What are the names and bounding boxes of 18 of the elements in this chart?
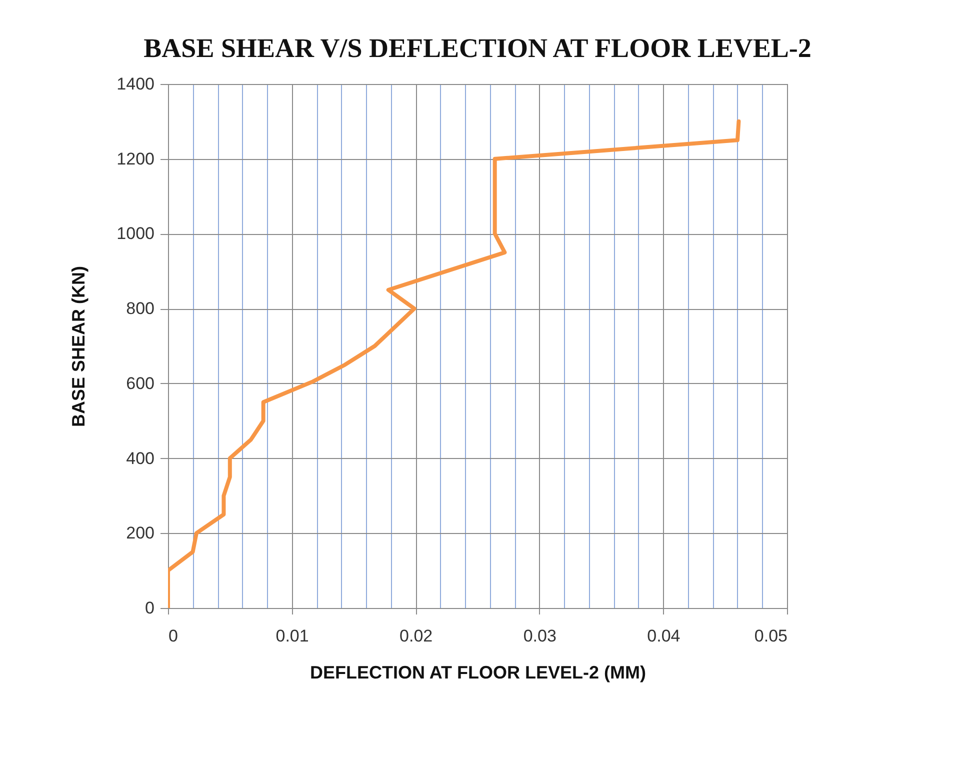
chart-title: BASE SHEAR V/S DEFLECTION AT FLOOR LEVEL-2 — [144, 33, 812, 63]
y-tick-label: 0 — [145, 598, 154, 618]
y-tick-label: 1000 — [116, 224, 154, 244]
x-tick-label: 0.03 — [523, 626, 556, 646]
y-tick-label: 600 — [126, 374, 154, 393]
y-tick-label: 1400 — [116, 74, 154, 94]
y-tick-label: 200 — [126, 524, 154, 543]
x-tick-label: 0.02 — [400, 626, 433, 646]
y-tick-label: 400 — [126, 448, 154, 468]
x-tick-label: 0.05 — [754, 626, 788, 646]
y-axis-title: BASE SHEAR (KN) — [68, 266, 89, 428]
y-tick-label: 800 — [126, 299, 154, 318]
y-tick-label: 1200 — [116, 149, 154, 168]
x-tick-label: 0.01 — [276, 626, 309, 646]
x-axis-title: DEFLECTION AT FLOOR LEVEL-2 (MM) — [310, 662, 646, 682]
line-series — [168, 119, 741, 608]
x-tick-label: 0.04 — [647, 626, 680, 646]
x-tick-label: 0 — [168, 626, 178, 646]
